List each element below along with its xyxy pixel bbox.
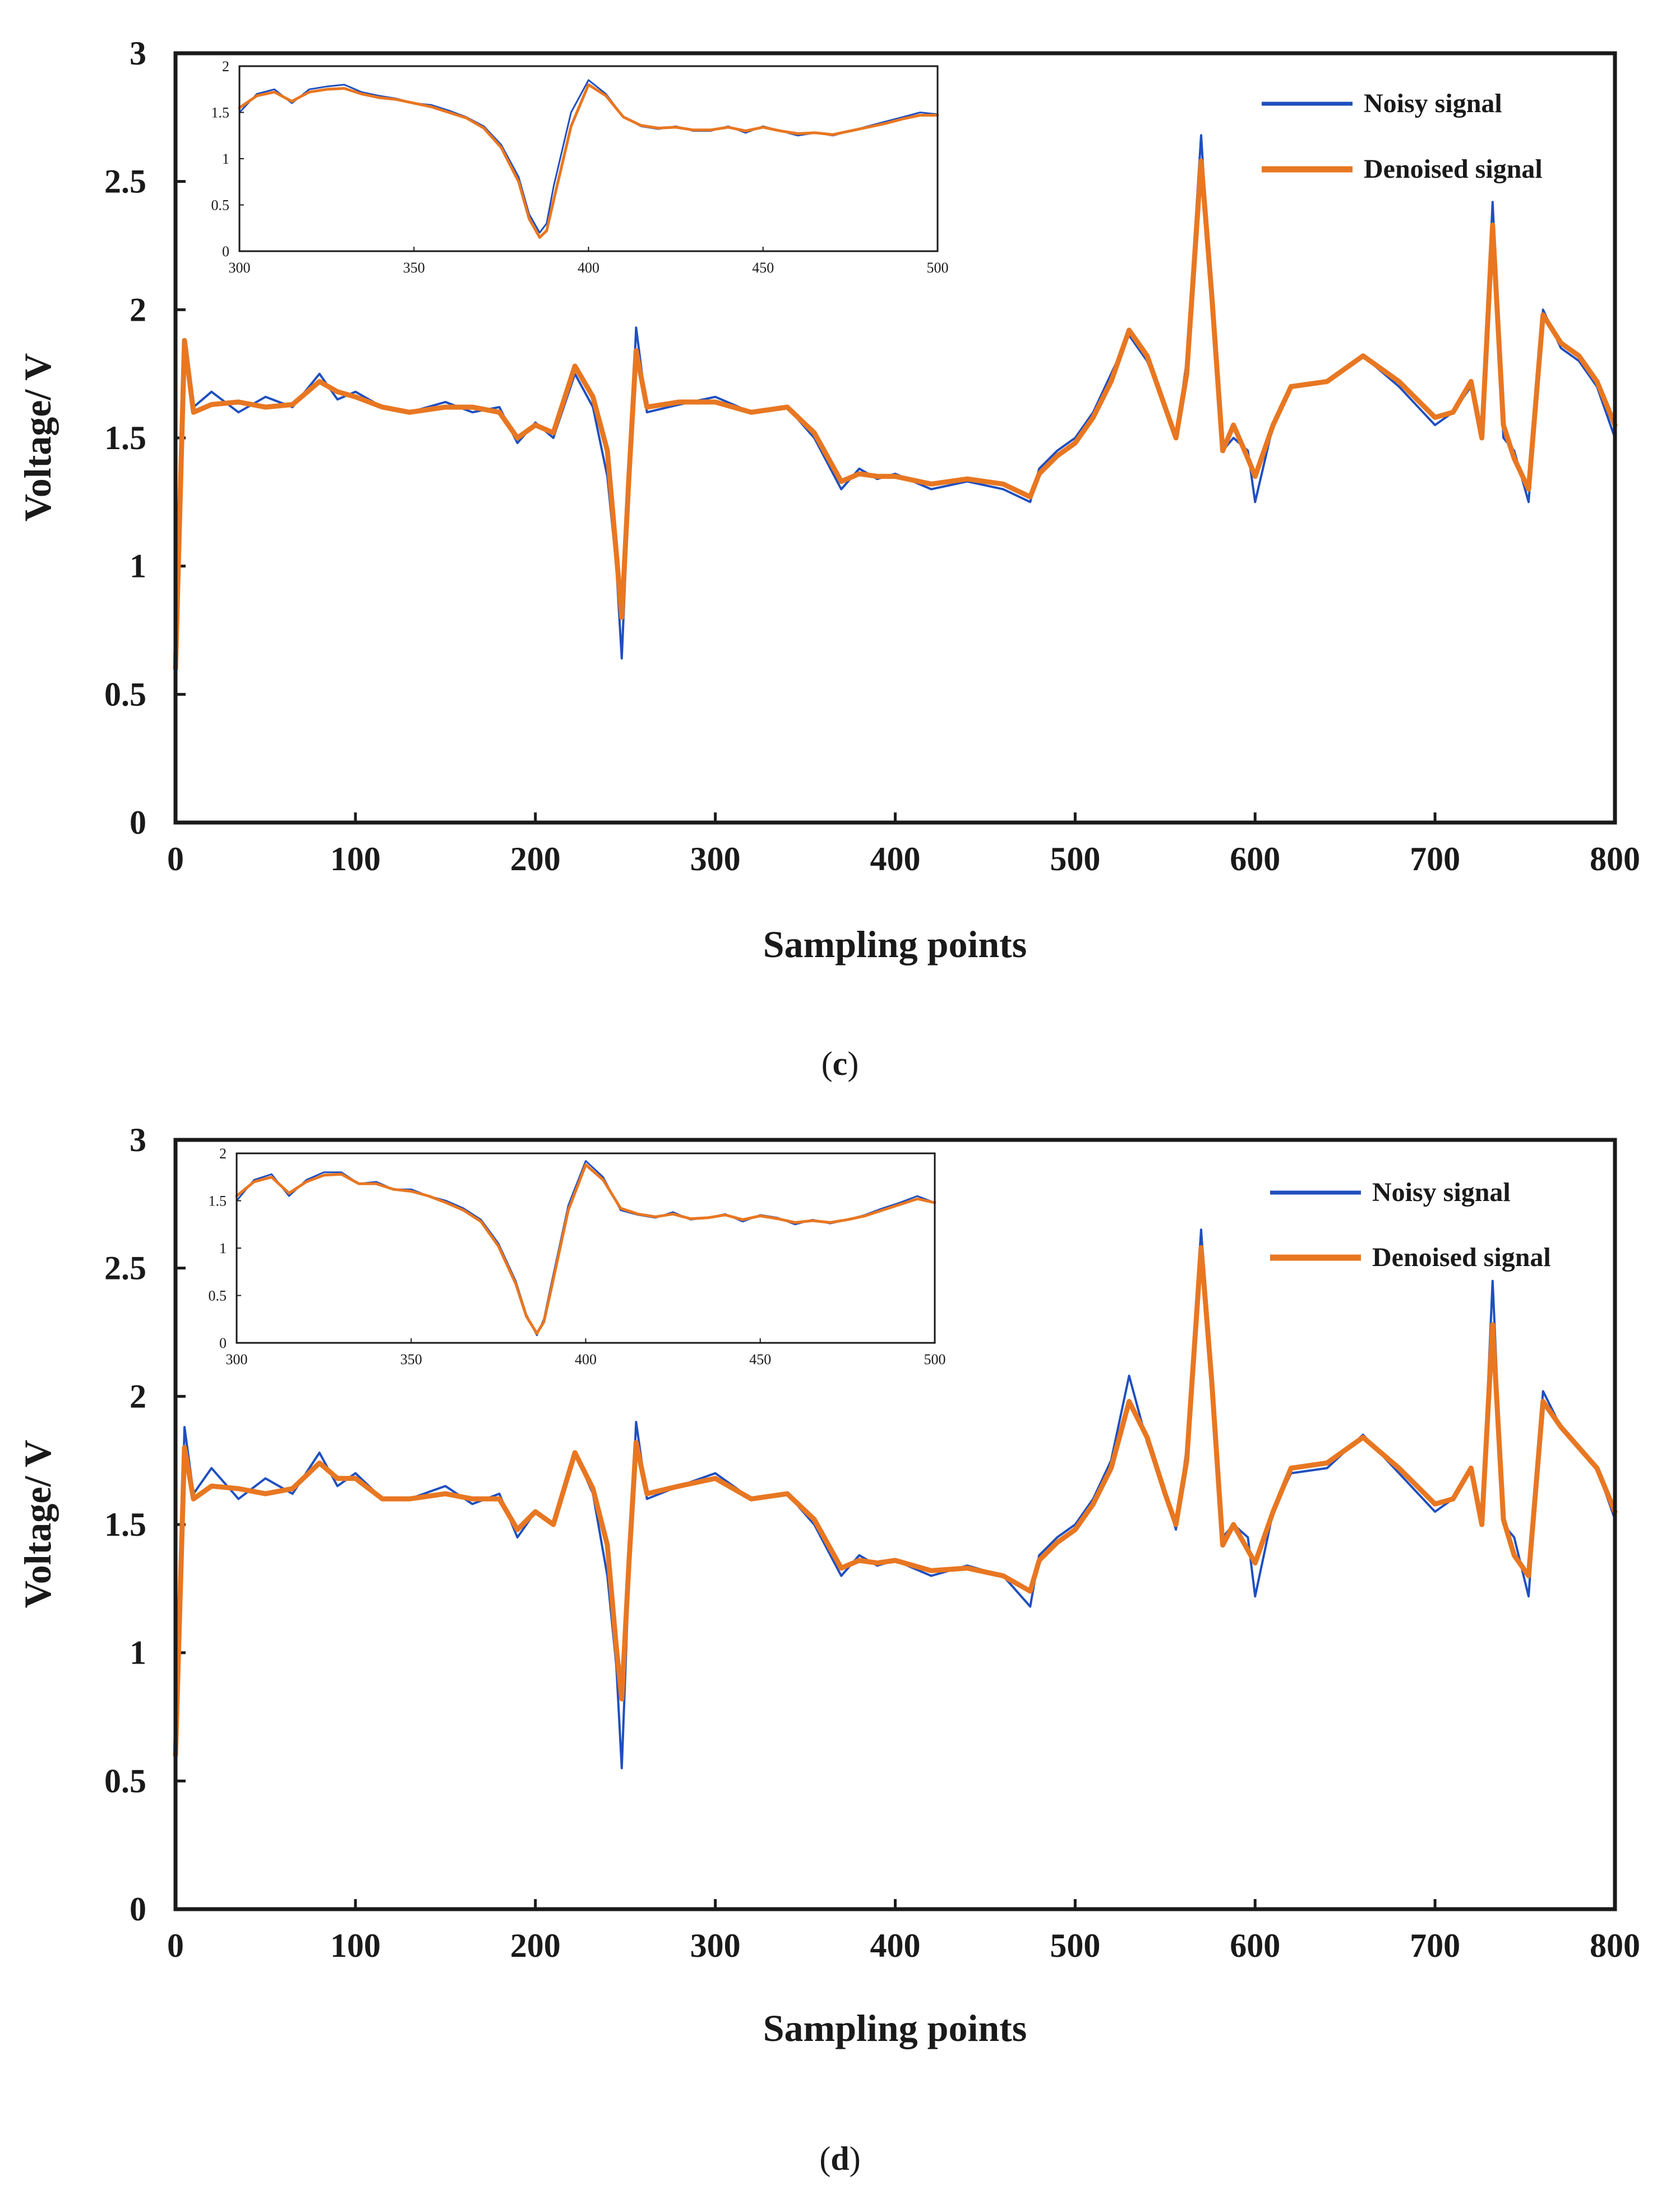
inset-x-tick-label: 300 <box>226 1351 248 1368</box>
inset-background <box>237 1153 935 1343</box>
series-line-noisy-signal <box>174 1228 1616 1782</box>
y-tick-label: 1.5 <box>104 419 146 456</box>
inset-x-tick-label: 500 <box>924 1351 946 1368</box>
y-tick-label: 2.5 <box>104 1250 146 1287</box>
x-tick-label: 500 <box>1050 1927 1100 1964</box>
y-tick-label: 2.5 <box>104 163 146 200</box>
inset-y-tick-label: 1.5 <box>209 1193 227 1209</box>
y-axis-title: Voltage/ V <box>16 1440 59 1608</box>
inset-y-tick-label: 2 <box>219 1146 227 1162</box>
inset-x-tick-label: 350 <box>400 1351 422 1368</box>
inset-y-tick-label: 1 <box>222 151 229 167</box>
y-tick-label: 0.5 <box>104 676 146 713</box>
legend-label-denoised: Denoised signal <box>1372 1243 1551 1272</box>
y-tick-label: 1 <box>130 1634 146 1671</box>
x-tick-label: 0 <box>167 1927 184 1964</box>
legend-label-denoised: Denoised signal <box>1364 154 1543 184</box>
inset-y-tick-label: 0 <box>219 1335 227 1351</box>
x-tick-label: 300 <box>690 1927 741 1964</box>
x-tick-label: 400 <box>870 840 921 877</box>
inset-series-line-denoised-signal <box>235 1163 936 1335</box>
x-tick-label: 600 <box>1230 1927 1280 1964</box>
y-tick-label: 2 <box>130 1378 146 1415</box>
series-line-denoised-signal <box>173 1245 1618 1758</box>
chart-panel-d: 0 100 200 300 400 500 600 700 800 0 0.5 1 1.5 2 2.5 3 V… <box>16 1121 1640 2177</box>
x-tick-label: 100 <box>330 840 381 877</box>
inset-x-tick-label: 400 <box>578 260 599 276</box>
chart-panel-c: 0 100 200 300 400 500 600 700 800 0 0.5 1 1.5 2 2.5 3 V… <box>16 35 1640 1082</box>
x-axis-title: Sampling points <box>763 2007 1027 2049</box>
inset-x-tick-label: 400 <box>575 1351 597 1368</box>
inset-x-tick-label: 500 <box>927 260 949 276</box>
inset-x-tick-label: 450 <box>752 260 774 276</box>
y-tick-label: 0 <box>130 804 146 841</box>
axes-frame <box>173 51 1617 825</box>
x-tick-label: 800 <box>1590 1927 1640 1964</box>
inset-x-tick-label: 300 <box>229 260 251 276</box>
panel-caption-c: (c) <box>821 1045 859 1082</box>
legend-label-noisy: Noisy signal <box>1364 89 1502 118</box>
legend: Noisy signal Denoised signal <box>1262 89 1543 184</box>
y-tick-label: 0.5 <box>104 1762 146 1799</box>
y-tick-label: 0 <box>130 1891 146 1928</box>
x-tick-label: 0 <box>167 840 184 877</box>
x-tick-label: 200 <box>510 840 561 877</box>
inset-x-tick-label: 350 <box>403 260 425 276</box>
y-tick-label: 1.5 <box>104 1506 146 1543</box>
x-axis-title: Sampling points <box>763 923 1027 966</box>
inset-y-tick-label: 0.5 <box>211 197 230 214</box>
inset-y-tick-label: 0.5 <box>209 1288 227 1304</box>
inset-chart: 300 350 400 450 500 0 0.5 1 1.5 2 <box>209 1146 946 1368</box>
inset-background <box>239 66 938 251</box>
inset-y-tick-label: 1.5 <box>211 105 230 121</box>
axes-frame <box>173 1138 1617 1911</box>
y-tick-label: 1 <box>130 548 146 585</box>
inset-y-tick-label: 0 <box>222 243 229 260</box>
inset-series-line-denoised-signal <box>238 83 939 239</box>
x-tick-label: 300 <box>690 840 741 877</box>
y-tick-label: 3 <box>130 35 146 72</box>
inset-chart: 300 350 400 450 500 0 0.5 1 1.5 2 <box>211 58 949 276</box>
x-tick-label: 700 <box>1410 840 1460 877</box>
x-tick-label: 700 <box>1410 1927 1460 1964</box>
legend: Noisy signal Denoised signal <box>1270 1177 1551 1272</box>
y-tick-label: 2 <box>130 291 146 328</box>
legend-label-noisy: Noisy signal <box>1372 1177 1511 1207</box>
x-tick-label: 600 <box>1230 840 1280 877</box>
panel-caption-d: (d) <box>819 2140 860 2177</box>
inset-x-tick-label: 450 <box>749 1351 771 1368</box>
x-tick-label: 500 <box>1050 840 1100 877</box>
inset-y-tick-label: 2 <box>222 58 229 75</box>
x-tick-label: 100 <box>330 1927 381 1964</box>
inset-y-tick-label: 1 <box>219 1240 227 1257</box>
x-tick-label: 200 <box>510 1927 561 1964</box>
x-tick-label: 400 <box>870 1927 921 1964</box>
y-tick-label: 3 <box>130 1121 146 1158</box>
y-axis-title: Voltage/ V <box>16 353 59 521</box>
x-tick-label: 800 <box>1590 840 1640 877</box>
series-line-denoised-signal <box>173 158 1618 672</box>
